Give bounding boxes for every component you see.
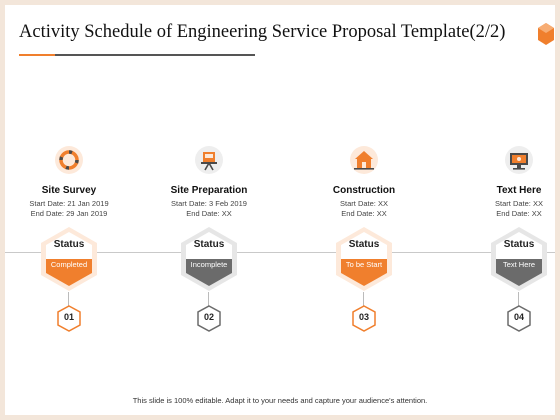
stage-number: 03 bbox=[358, 312, 369, 322]
number-hexagon bbox=[507, 305, 531, 332]
stage-number: 01 bbox=[63, 312, 74, 322]
page-title: Activity Schedule of Engineering Service… bbox=[19, 22, 506, 42]
stage-number: 02 bbox=[203, 312, 214, 322]
number-hexagon bbox=[352, 305, 376, 332]
stage-construction: Construction Start Date: XX End Date: XX… bbox=[299, 145, 429, 345]
title-underline bbox=[55, 54, 255, 56]
start-date: Start Date: XX bbox=[340, 199, 388, 208]
status-hexagon bbox=[336, 227, 392, 291]
status-label: Status bbox=[503, 239, 535, 250]
stage-text-here: Text Here Start Date: XX End Date: XX St… bbox=[454, 145, 560, 345]
status-hexagon bbox=[41, 227, 97, 291]
monitor-icon bbox=[505, 146, 533, 174]
end-date: End Date: XX bbox=[341, 209, 387, 218]
status-value: To be Start bbox=[345, 260, 383, 269]
start-date: Start Date: XX bbox=[495, 199, 543, 208]
timeline-line bbox=[5, 252, 555, 253]
stage-name: Site Survey bbox=[41, 185, 97, 196]
stage-site-preparation: Site Preparation Start Date: 3 Feb 2019 … bbox=[144, 145, 274, 345]
stage-name: Construction bbox=[332, 185, 396, 196]
house-icon bbox=[350, 146, 378, 174]
stage-site-survey: Site Survey Start Date: 21 Jan 2019 End … bbox=[4, 145, 134, 345]
status-value: Text Here bbox=[502, 260, 536, 269]
status-label: Status bbox=[348, 239, 380, 250]
start-date: Start Date: 3 Feb 2019 bbox=[171, 199, 247, 208]
status-value: Completed bbox=[50, 260, 88, 269]
status-label: Status bbox=[53, 239, 85, 250]
slide: Activity Schedule of Engineering Service… bbox=[5, 5, 555, 415]
connector-line bbox=[68, 292, 69, 306]
stage-number: 04 bbox=[513, 312, 524, 322]
start-date: Start Date: 21 Jan 2019 bbox=[29, 199, 109, 208]
status-hexagon bbox=[491, 227, 547, 291]
status-value: Incomplete bbox=[190, 260, 228, 269]
end-date: End Date: 29 Jan 2019 bbox=[30, 209, 108, 218]
stage-name: Site Preparation bbox=[170, 185, 248, 196]
connector-line bbox=[208, 292, 209, 306]
connector-line bbox=[518, 292, 519, 306]
number-hexagon bbox=[57, 305, 81, 332]
title-underline-accent bbox=[19, 54, 57, 56]
stage-name: Text Here bbox=[496, 185, 542, 196]
drafting-board-icon bbox=[195, 146, 223, 174]
status-hexagon bbox=[181, 227, 237, 291]
end-date: End Date: XX bbox=[186, 209, 232, 218]
lifebuoy-icon bbox=[55, 146, 83, 174]
connector-line bbox=[363, 292, 364, 306]
status-label: Status bbox=[193, 239, 225, 250]
end-date: End Date: XX bbox=[496, 209, 542, 218]
number-hexagon bbox=[197, 305, 221, 332]
footer-note: This slide is 100% editable. Adapt it to… bbox=[132, 396, 428, 405]
hexagon-logo-icon bbox=[538, 23, 554, 45]
